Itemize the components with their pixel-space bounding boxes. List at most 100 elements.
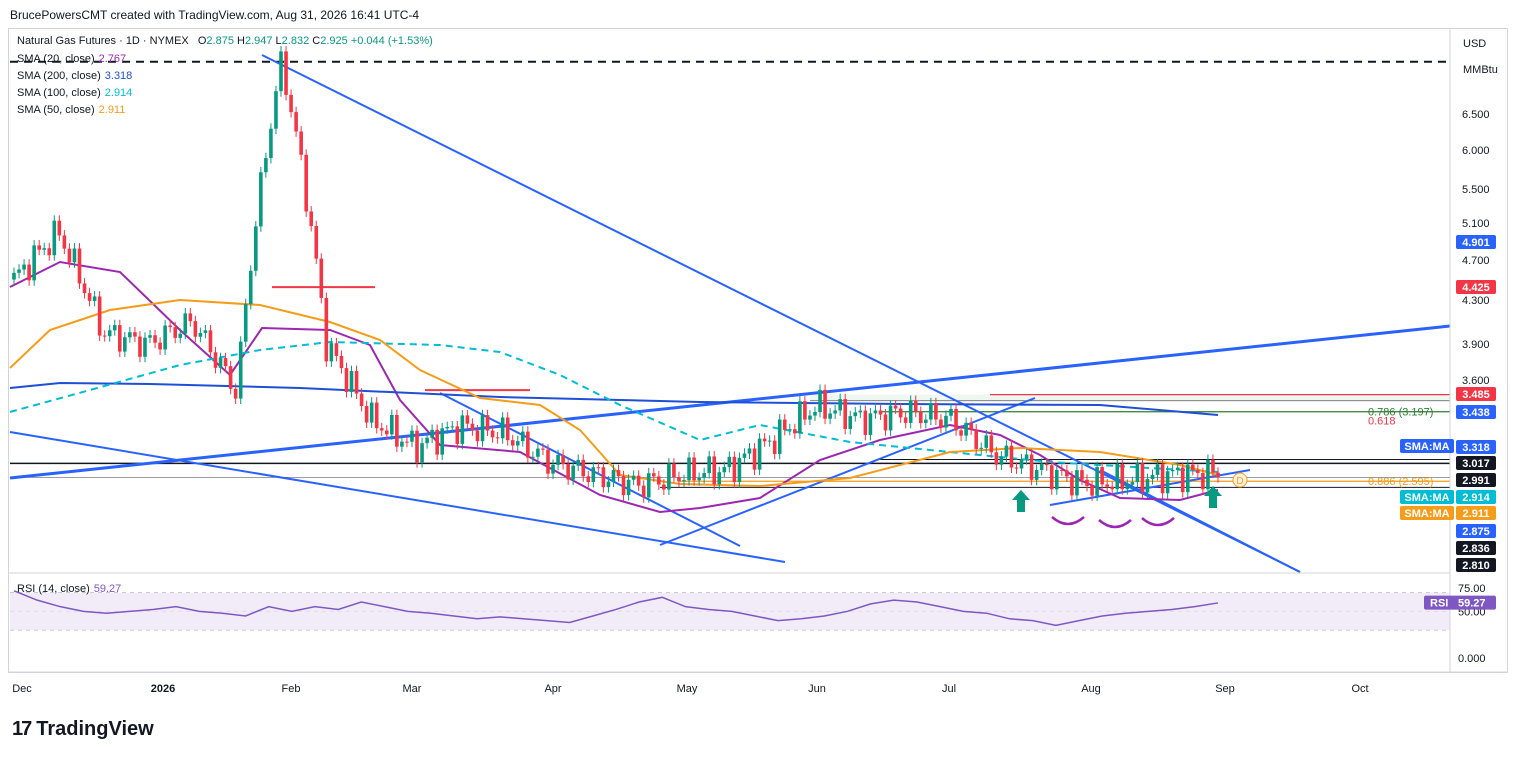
y-tick-label: 3.600 [1462,375,1490,387]
candle-body [1049,465,1054,490]
legend-c-label: C [312,35,321,47]
candle-body [158,342,162,350]
candle-body [541,448,545,450]
candle-body [762,438,767,442]
legend-rsi[interactable]: RSI (14, close) 59.27 [17,583,121,595]
candle-body [22,264,26,270]
price-label-text: 2.810 [1462,560,1490,572]
candle-body [470,423,475,431]
legend-h-label: H [237,35,245,47]
candle-body [505,417,510,441]
candle-body [92,296,97,301]
price-label-box [1456,235,1496,249]
candle-body [107,330,112,337]
candle-body [183,313,188,334]
candle-body [395,414,399,447]
candle-body [626,479,631,496]
candle-body [465,415,470,424]
trendline [439,392,741,547]
legend-sma100-value: 2.914 [104,87,133,99]
candle-body [702,473,706,478]
tradingview-mark-icon: 17 [12,718,32,740]
legend-sma50-value: 2.911 [98,104,126,116]
legend-o: 2.875 [206,35,234,47]
candle-body [198,332,203,337]
y-tick-label: 5.500 [1462,184,1490,196]
candle-body [641,485,646,498]
candle-body [243,304,248,342]
tradingview-logo[interactable]: 17 TradingView [12,718,154,741]
candle-body [1130,482,1135,485]
candle-body [339,355,344,369]
fib-label: 0.618 [1368,416,1396,428]
candle-body [667,463,671,490]
x-tick-label: Apr [544,683,561,695]
candle-body [32,245,36,281]
candle-body [818,389,822,413]
candle-body [304,154,308,212]
legend-sma200[interactable]: SMA (200, close) 3.318 [17,70,132,82]
candle-body [334,343,339,356]
candle-body [480,415,485,442]
rsi-line [13,590,1219,627]
price-label-text: 4.901 [1462,237,1490,249]
legend-rsi-label: RSI (14, close) [17,583,90,595]
legend-sma50-label: SMA (50, close) [17,104,95,116]
candle-body [47,248,52,256]
candle-body [1085,479,1089,486]
candle-body [294,112,298,132]
candle-body [349,371,354,392]
candle-body [369,402,374,423]
candle-body [148,335,152,338]
candle-body [97,296,102,336]
consolidation-zone [810,394,1450,401]
candle-body [712,456,717,485]
candle-body [82,283,87,294]
candle-body [843,399,848,429]
candle-body [566,464,570,480]
candle-body [1004,445,1009,457]
legend-h: 2.947 [244,35,273,47]
candle-body [27,264,31,281]
candle-body [57,220,62,236]
candle-body [228,366,233,389]
candle-body [1211,459,1215,473]
candle-body [1065,470,1069,477]
candle-body [833,410,837,414]
x-tick-label: Mar [403,683,422,695]
candle-body [1080,470,1084,480]
candle-body [379,428,384,431]
candle-body [1170,469,1175,472]
up-arrow-icon [1012,490,1030,512]
candle-body [72,248,77,263]
candle-body [203,330,208,333]
candle-body [893,405,898,409]
price-label-text: 2.914 [1462,492,1490,504]
candle-body [581,459,586,477]
candle-body [596,467,601,469]
candle-body [1075,470,1079,496]
candle-body [299,131,303,155]
candle-body [692,457,696,481]
price-label-text: 3.485 [1462,389,1490,401]
legend-sma20-label: SMA (20, close) [17,53,95,65]
candle-body [873,410,878,414]
candle-body [757,438,762,470]
candle-body [878,410,883,415]
candle-body [621,476,626,496]
legend-sma20[interactable]: SMA (20, close) 2.767 [17,53,126,65]
candle-body [1125,484,1130,490]
candle-body [314,226,319,259]
rsi-tick-label: 0.000 [1458,653,1486,665]
candle-body [989,435,994,453]
candle-body [1180,467,1185,493]
legend-sma100[interactable]: SMA (100, close) 2.914 [17,87,132,99]
candle-body [636,475,641,486]
candle-body [289,94,293,113]
legend-sma50[interactable]: SMA (50, close) 2.911 [17,104,125,116]
candle-body [551,464,555,474]
y-tick-label: 5.100 [1462,218,1490,230]
price-label-text: 3.438 [1462,407,1490,419]
price-label-box [1456,506,1496,520]
